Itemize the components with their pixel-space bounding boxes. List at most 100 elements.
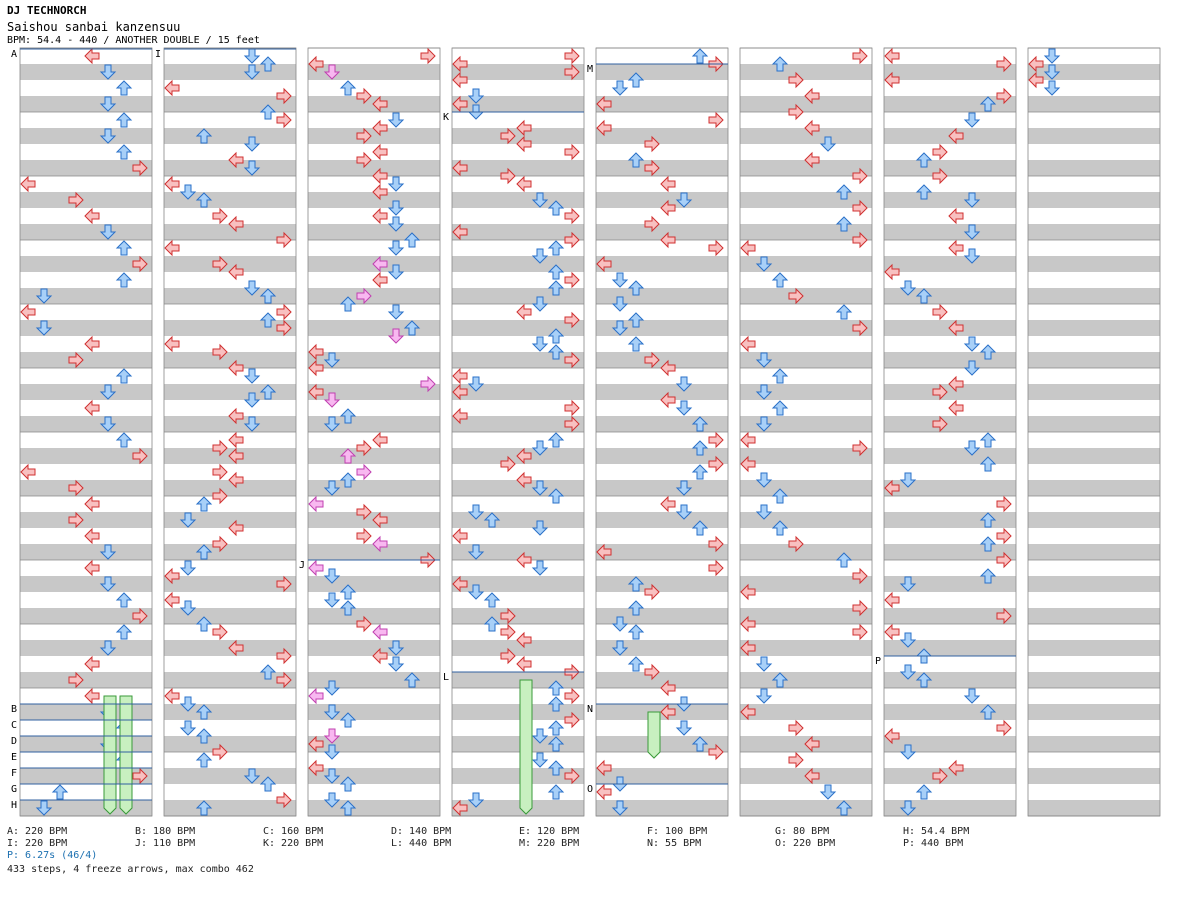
down-arrow <box>179 560 197 576</box>
left-arrow <box>740 335 756 353</box>
column-border <box>163 47 297 817</box>
left-arrow <box>452 407 468 425</box>
beat-band <box>20 736 152 752</box>
down-arrow <box>611 272 629 288</box>
down-arrow <box>755 416 773 432</box>
right-arrow <box>564 687 580 705</box>
beat-band <box>596 128 728 144</box>
down-arrow <box>99 64 117 80</box>
left-arrow <box>1028 55 1044 73</box>
left-arrow <box>804 119 820 137</box>
up-arrow <box>195 128 213 144</box>
up-arrow <box>979 512 997 528</box>
beat-band <box>452 352 584 368</box>
beat-band <box>596 448 728 464</box>
beat-band <box>20 480 152 496</box>
beat-band <box>596 64 728 80</box>
beat-band <box>20 576 152 592</box>
bpm-marker-k: K <box>443 112 449 123</box>
right-arrow <box>564 63 580 81</box>
right-arrow <box>852 567 868 585</box>
beat-band <box>740 64 872 80</box>
right-arrow <box>644 159 660 177</box>
up-arrow <box>547 784 565 800</box>
beat-band <box>452 192 584 208</box>
up-arrow <box>547 432 565 448</box>
right-arrow <box>996 55 1012 73</box>
right-arrow <box>564 231 580 249</box>
left-arrow <box>516 551 532 569</box>
beat-band <box>452 480 584 496</box>
left-arrow <box>660 495 676 513</box>
up-arrow <box>195 616 213 632</box>
beat-band <box>1028 768 1160 784</box>
beat-band <box>20 416 152 432</box>
bpm-marker-l: L <box>443 672 449 683</box>
down-arrow <box>1043 64 1061 80</box>
beat-band <box>740 544 872 560</box>
right-arrow <box>708 455 724 473</box>
bpm-legend-n: N: 55 BPM <box>647 838 702 849</box>
left-arrow <box>308 359 324 377</box>
up-arrow <box>547 720 565 736</box>
left-arrow <box>84 399 100 417</box>
left-arrow <box>84 335 100 353</box>
beat-band <box>1028 64 1160 80</box>
beat-band <box>884 768 1016 784</box>
right-arrow <box>356 287 372 305</box>
beat-band <box>164 800 296 816</box>
beat-band <box>596 736 728 752</box>
beat-band <box>20 608 152 624</box>
beat-band <box>1028 608 1160 624</box>
beat-band <box>308 640 440 656</box>
left-arrow <box>452 527 468 545</box>
beat-band <box>452 320 584 336</box>
left-arrow <box>372 207 388 225</box>
right-arrow <box>132 255 148 273</box>
beat-band <box>164 192 296 208</box>
beat-band <box>164 736 296 752</box>
beat-band <box>740 128 872 144</box>
left-arrow <box>452 55 468 73</box>
down-arrow <box>179 184 197 200</box>
down-arrow <box>531 520 549 536</box>
beat-band <box>20 768 152 784</box>
beat-band <box>884 416 1016 432</box>
down-arrow <box>675 720 693 736</box>
left-arrow <box>884 727 900 745</box>
up-arrow <box>339 600 357 616</box>
down-arrow <box>611 616 629 632</box>
down-arrow <box>387 264 405 280</box>
up-arrow <box>835 800 853 816</box>
beat-band <box>20 384 152 400</box>
left-arrow <box>228 639 244 657</box>
up-arrow <box>195 704 213 720</box>
beat-band <box>164 416 296 432</box>
right-arrow <box>564 207 580 225</box>
right-arrow <box>788 287 804 305</box>
right-arrow <box>212 463 228 481</box>
down-arrow <box>467 376 485 392</box>
beat-band <box>1028 480 1160 496</box>
down-arrow <box>899 632 917 648</box>
up-arrow <box>691 464 709 480</box>
beat-band <box>308 480 440 496</box>
beat-band <box>596 192 728 208</box>
down-arrow <box>35 288 53 304</box>
up-arrow <box>771 672 789 688</box>
beat-band <box>452 160 584 176</box>
left-arrow <box>884 479 900 497</box>
right-arrow <box>852 623 868 641</box>
left-arrow <box>660 199 676 217</box>
up-arrow <box>339 776 357 792</box>
beat-band <box>308 416 440 432</box>
left-arrow <box>516 471 532 489</box>
beat-band <box>1028 96 1160 112</box>
down-arrow <box>899 576 917 592</box>
beat-band <box>20 64 152 80</box>
right-arrow <box>996 551 1012 569</box>
beat-band <box>308 288 440 304</box>
down-arrow <box>963 440 981 456</box>
up-arrow <box>483 616 501 632</box>
up-arrow <box>771 520 789 536</box>
